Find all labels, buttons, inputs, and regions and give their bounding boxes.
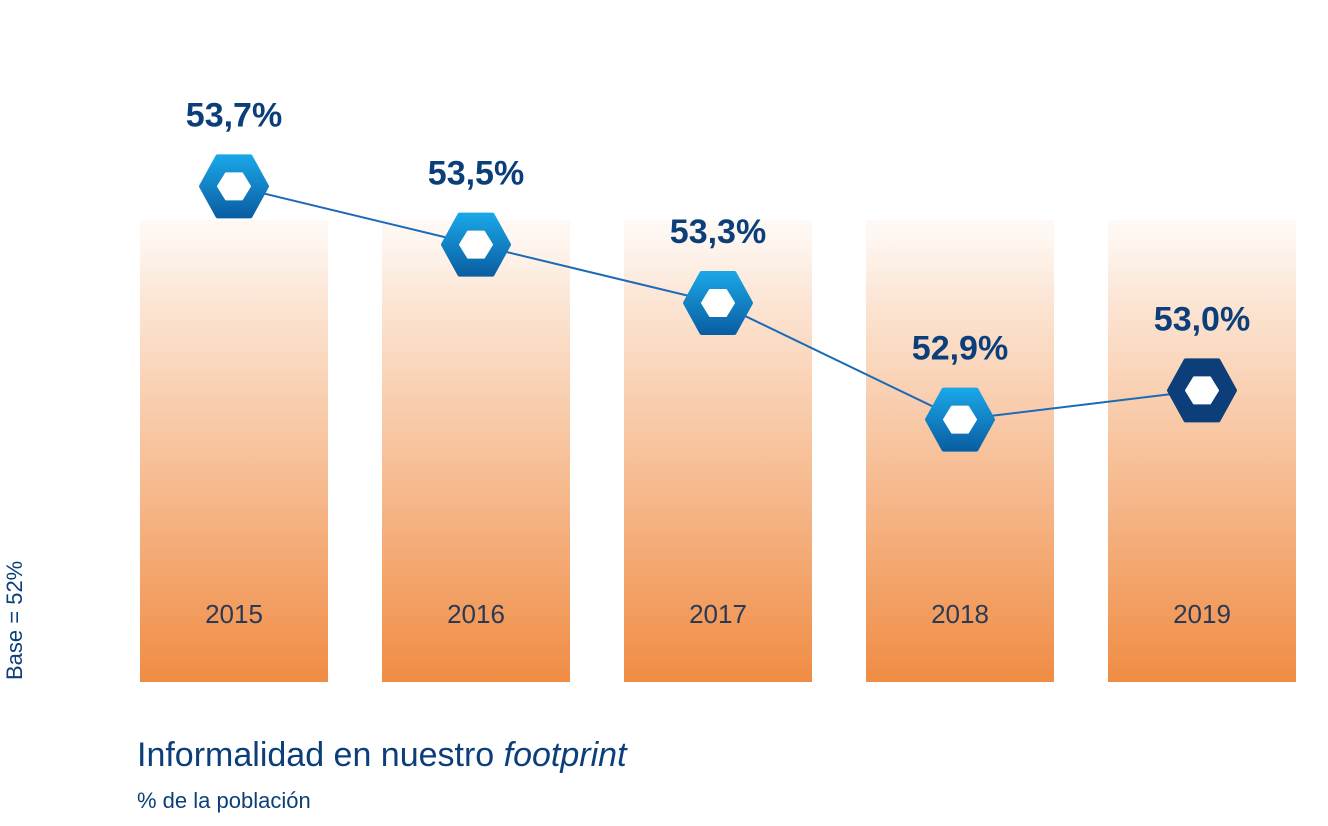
data-label: 53,0% [1154, 300, 1250, 338]
data-point-marker [683, 270, 753, 335]
data-point-marker [925, 387, 995, 452]
x-tick-label: 2018 [931, 599, 989, 629]
chart-subtitle: % de la población [137, 788, 311, 813]
year-column [140, 220, 328, 682]
x-tick-label: 2016 [447, 599, 505, 629]
chart-title-main: Informalidad en nuestro [137, 736, 495, 774]
data-point-marker [441, 212, 511, 277]
data-label: 53,7% [186, 96, 282, 134]
year-column [1108, 220, 1296, 682]
base-label: Base = 52% [2, 561, 27, 680]
data-label: 53,5% [428, 155, 524, 193]
chart-title-italic: footprint [503, 736, 627, 774]
data-point-marker [199, 154, 269, 219]
data-point-marker [1167, 358, 1237, 423]
x-tick-label: 2015 [205, 599, 263, 629]
marker-layer [199, 154, 1237, 452]
x-tick-label: 2017 [689, 599, 747, 629]
data-label: 52,9% [912, 330, 1008, 368]
data-label: 53,3% [670, 213, 766, 251]
bars-layer [140, 220, 1296, 682]
year-column [382, 220, 570, 682]
label-layer: 2015 53,7% 2016 53,5% 2017 53,3% 2018 52,9% 2019… [186, 96, 1250, 629]
x-tick-label: 2019 [1173, 599, 1231, 629]
chart-title: Informalidad en nuestro footprint [137, 736, 627, 775]
